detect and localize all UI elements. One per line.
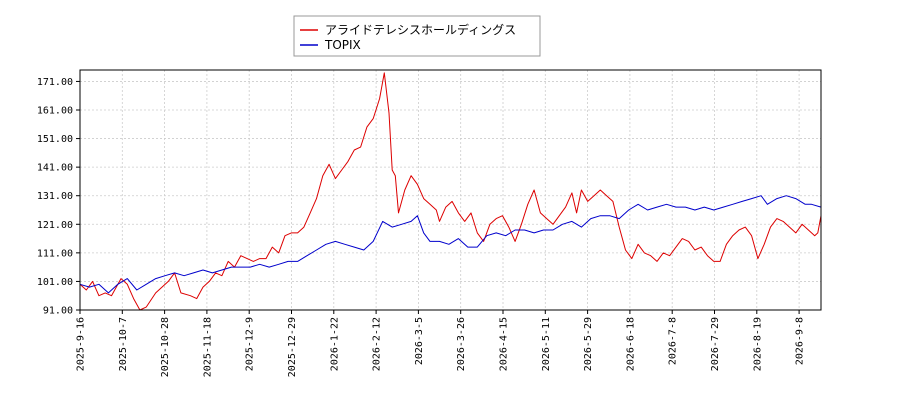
- x-tick-label: 2026-9-8: [795, 317, 806, 365]
- legend-label-2: TOPIX: [324, 38, 361, 52]
- legend-label-1: アライドテレシスホールディングス: [325, 22, 516, 37]
- legend-box: [293, 15, 541, 57]
- y-tick-label: 131.00: [37, 191, 73, 202]
- x-tick-label: 2025-12-9: [245, 317, 256, 371]
- x-tick-label: 2025-10-7: [118, 317, 129, 371]
- x-tick-label: 2026-4-15: [499, 317, 510, 371]
- legend: アライドテレシスホールディングス TOPIX: [293, 15, 541, 57]
- y-tick-label: 121.00: [37, 220, 73, 231]
- x-tick-label: 2026-7-8: [668, 317, 679, 365]
- series-lines: [79, 72, 822, 311]
- y-axis: 91.00 101.00 111.00 121.00 131.00 141.00 151.0…: [37, 77, 80, 317]
- x-tick-label: 2025-12-29: [287, 317, 298, 377]
- y-tick-label: 111.00: [37, 248, 73, 259]
- y-tick-label: 141.00: [37, 163, 73, 174]
- x-tick-label: 2026-3-5: [414, 317, 425, 365]
- x-tick-label: 2026-5-11: [541, 317, 552, 371]
- x-tick-label: 2026-2-12: [372, 317, 383, 371]
- series-line-topix: [79, 195, 822, 294]
- plot-frame: [79, 69, 822, 311]
- y-tick-label: 161.00: [37, 106, 73, 117]
- x-tick-label: 2026-5-29: [583, 317, 594, 371]
- x-tick-label: 2026-3-26: [456, 317, 467, 371]
- x-tick-label: 2025-11-18: [202, 317, 213, 377]
- x-axis: 2025-9-16 2025-10-7 2025-10-28 2025-11-18 20…: [76, 310, 806, 377]
- x-tick-label: 2025-9-16: [76, 317, 87, 371]
- y-tick-label: 91.00: [43, 306, 73, 317]
- x-tick-label: 2026-7-29: [710, 317, 721, 371]
- series-line-allied-telesis: [79, 72, 822, 311]
- x-tick-label: 2026-1-22: [329, 317, 340, 371]
- y-tick-label: 171.00: [37, 77, 73, 88]
- y-tick-label: 101.00: [37, 277, 73, 288]
- x-tick-label: 2026-6-18: [625, 317, 636, 371]
- y-tick-label: 151.00: [37, 134, 73, 145]
- grid-lines: [79, 70, 821, 311]
- x-tick-label: 2026-8-19: [752, 317, 763, 371]
- x-tick-label: 2025-10-28: [160, 317, 171, 377]
